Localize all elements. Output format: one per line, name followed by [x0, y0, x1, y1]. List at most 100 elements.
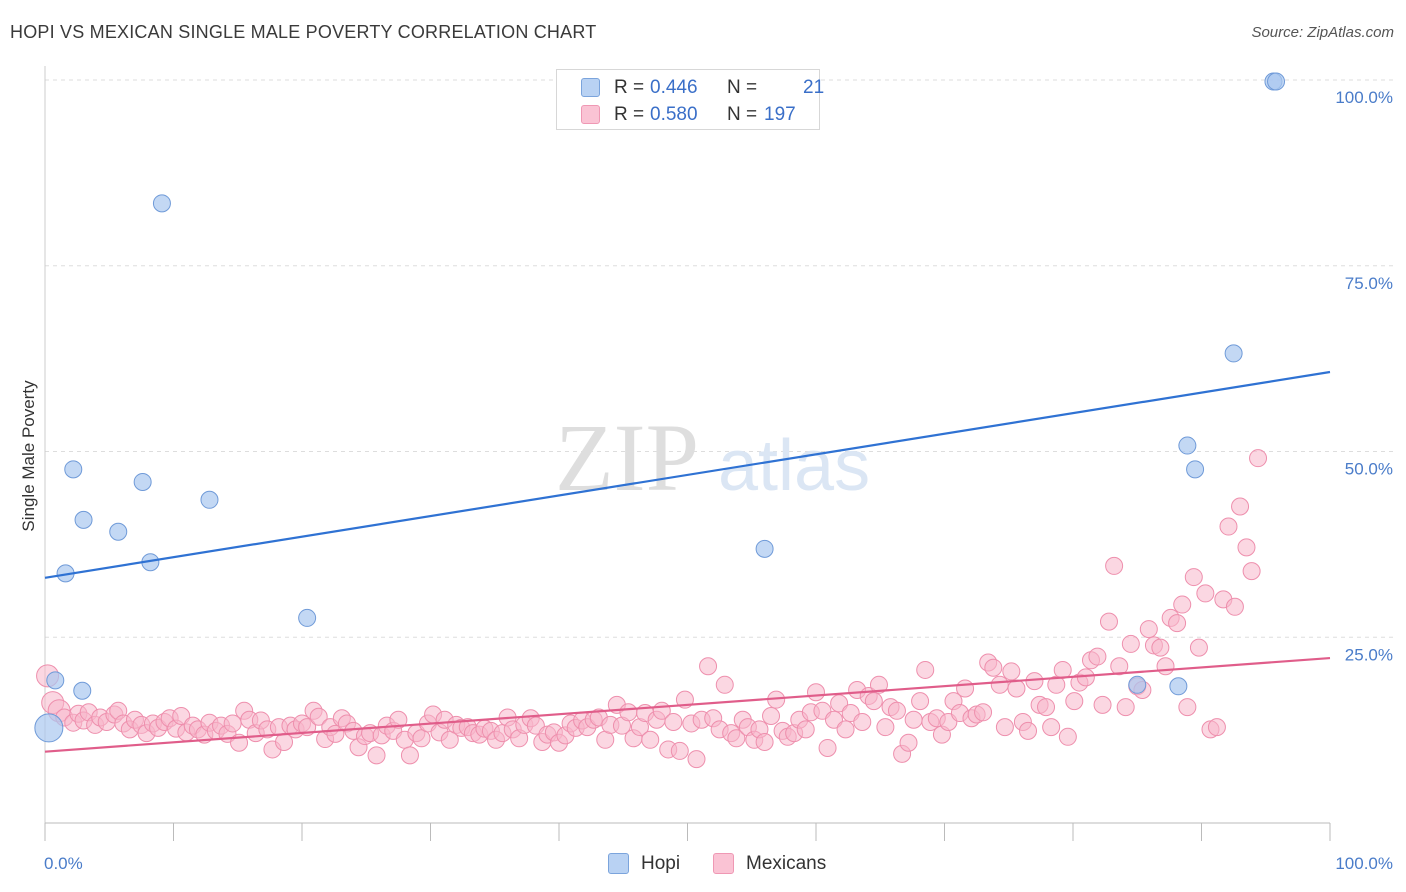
- mexicans-n-value: 197: [764, 104, 796, 125]
- mexicans-point-47: [309, 707, 328, 726]
- watermark: ZIP atlas: [555, 404, 870, 511]
- mexicans-point-23: [172, 707, 191, 726]
- bottom-hopi-swatch: [608, 853, 629, 874]
- hopi-point-1: [46, 671, 65, 690]
- hopi-point-19: [1267, 72, 1286, 91]
- mexicans-point-197: [1168, 614, 1187, 633]
- mexicans-point-150: [899, 733, 918, 752]
- x-tick-label-0: 0.0%: [44, 854, 83, 873]
- mexicans-point-136: [818, 738, 837, 757]
- source-label: Source: ZipAtlas.com: [1251, 24, 1394, 41]
- hopi-point-11: [298, 608, 317, 627]
- mexicans-point-195: [1156, 657, 1175, 676]
- mexicans-point-142: [853, 712, 872, 731]
- chart-title: HOPI VS MEXICAN SINGLE MALE POVERTY CORR…: [10, 22, 597, 42]
- mexicans-point-165: [984, 658, 1003, 677]
- mexicans-point-207: [1225, 597, 1244, 616]
- hopi-point-0: [34, 713, 64, 743]
- mexicans-point-210: [1242, 562, 1261, 581]
- mexicans-point-32: [223, 714, 242, 733]
- hopi-point-4: [74, 510, 93, 529]
- mexicans-point-206: [1219, 517, 1238, 536]
- mexicans-point-101: [619, 703, 638, 722]
- mexicans-point-187: [1110, 657, 1129, 676]
- mexicans-point-146: [876, 718, 895, 737]
- mexicans-points: [36, 449, 1268, 769]
- hopi-point-9: [152, 194, 171, 213]
- mexicans-point-201: [1189, 638, 1208, 657]
- mexicans-point-109: [664, 712, 683, 731]
- mexicans-point-63: [400, 746, 419, 765]
- mexicans-n-label: N =: [727, 104, 758, 125]
- mexicans-point-208: [1231, 497, 1250, 516]
- mexicans-point-61: [389, 710, 408, 729]
- mexicans-point-70: [440, 730, 459, 749]
- mexicans-r-label: R =: [614, 104, 645, 125]
- hopi-point-5: [73, 681, 92, 700]
- mexicans-r-value: 0.580: [650, 104, 698, 125]
- mexicans-point-179: [1065, 692, 1084, 711]
- mexicans-point-175: [1042, 718, 1061, 737]
- x-tick-label-1: 100.0%: [1335, 854, 1393, 873]
- mexicans-point-211: [1249, 449, 1268, 468]
- y-axis-label: Single Male Poverty: [19, 380, 38, 532]
- mexicans-point-178: [1058, 727, 1077, 746]
- mexicans-point-65: [412, 729, 431, 748]
- mexicans-point-176: [1047, 675, 1066, 694]
- mexicans-point-118: [715, 675, 734, 694]
- mexicans-point-126: [762, 707, 781, 726]
- hopi-point-13: [1128, 675, 1147, 694]
- trend-lines: [44, 370, 1331, 753]
- mexicans-point-192: [1139, 620, 1158, 639]
- grid-lines: [45, 79, 1394, 638]
- mexicans-trend-line: [44, 656, 1331, 753]
- hopi-n-label: N =: [727, 77, 758, 98]
- y-tick-label-1: 50.0%: [1345, 460, 1393, 479]
- bottom-hopi-label: Hopi: [641, 853, 681, 874]
- mexicans-point-167: [995, 718, 1014, 737]
- mexicans-point-163: [974, 703, 993, 722]
- mexicans-point-186: [1105, 556, 1124, 575]
- stats-legend: R = 0.446 N = 21 R = 0.580 N = 197: [556, 69, 824, 130]
- mexicans-point-168: [1002, 662, 1021, 681]
- mexicans-point-198: [1173, 595, 1192, 614]
- mexicans-point-171: [1019, 721, 1038, 740]
- mexicans-point-209: [1237, 538, 1256, 557]
- watermark-zip: ZIP: [555, 404, 699, 511]
- mexicans-point-169: [1007, 679, 1026, 698]
- hopi-point-16: [1186, 460, 1205, 479]
- mexicans-point-137: [824, 710, 843, 729]
- hopi-point-6: [109, 522, 128, 541]
- mexicans-point-189: [1121, 634, 1140, 653]
- mexicans-point-152: [911, 692, 930, 711]
- mexicans-point-177: [1053, 660, 1072, 679]
- tick-labels: 25.0% 50.0% 75.0% 100.0% 0.0% 100.0%: [44, 88, 1393, 873]
- hopi-points: [34, 72, 1286, 743]
- mexicans-point-57: [367, 746, 386, 765]
- hopi-swatch: [581, 78, 600, 97]
- mexicans-point-202: [1196, 584, 1215, 603]
- mexicans-point-139: [836, 720, 855, 739]
- mexicans-point-113: [687, 750, 706, 769]
- y-tick-label-3: 100.0%: [1335, 88, 1393, 107]
- hopi-point-15: [1178, 436, 1197, 455]
- bottom-mexicans-label: Mexicans: [746, 853, 827, 874]
- mexicans-point-199: [1178, 698, 1197, 717]
- mexicans-point-194: [1151, 638, 1170, 657]
- mexicans-point-132: [796, 720, 815, 739]
- mexicans-point-200: [1184, 568, 1203, 587]
- hopi-point-12: [755, 539, 774, 558]
- y-tick-label-2: 75.0%: [1345, 274, 1393, 293]
- hopi-n-value: 21: [803, 77, 825, 98]
- mexicans-point-144: [864, 692, 883, 711]
- mexicans-point-120: [727, 729, 746, 748]
- mexicans-point-166: [990, 675, 1009, 694]
- hopi-r-value: 0.446: [650, 77, 698, 98]
- hopi-point-3: [64, 460, 83, 479]
- mexicans-point-188: [1116, 698, 1135, 717]
- hopi-trend-line: [44, 370, 1331, 579]
- bottom-mexicans-swatch: [713, 853, 734, 874]
- mexicans-point-184: [1093, 695, 1112, 714]
- mexicans-point-204: [1207, 718, 1226, 737]
